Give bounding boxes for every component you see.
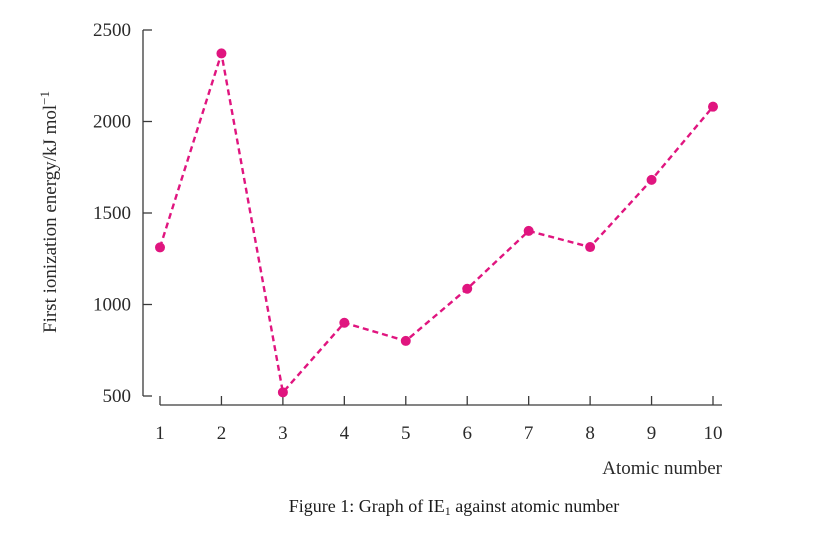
- x-tick-label: 4: [340, 423, 350, 444]
- data-point: [216, 48, 227, 59]
- data-point: [585, 242, 596, 253]
- x-tick-label: 7: [524, 423, 534, 444]
- y-axis-title: First ionization energy/kJ mol−1: [37, 91, 61, 333]
- y-tick-label: 2500: [93, 20, 131, 41]
- y-axis-title-unit: kJ mol: [40, 105, 61, 156]
- y-axis-title-main: First ionization energy/: [40, 155, 61, 333]
- figure-caption-text-end: against atomic number: [450, 496, 620, 516]
- y-tick-label: 2000: [93, 112, 131, 133]
- x-tick-label: 3: [278, 423, 288, 444]
- figure-caption-text: Figure 1: Graph of IE: [288, 496, 445, 516]
- series-layer: [155, 48, 718, 398]
- figure-caption: Figure 1: Graph of IE1 against atomic nu…: [0, 496, 814, 519]
- x-tick-label: 5: [401, 423, 411, 444]
- x-tick-label: 6: [462, 423, 472, 444]
- data-point: [400, 335, 411, 346]
- y-tick-label: 1000: [93, 295, 131, 316]
- y-tick-label: 500: [103, 386, 132, 407]
- data-point: [462, 283, 473, 294]
- y-axis-title-unit-superscript: −1: [37, 91, 52, 105]
- x-tick-label: 2: [217, 423, 227, 444]
- x-tick-label: 1: [155, 423, 165, 444]
- x-tick-label: 8: [585, 423, 595, 444]
- data-point: [708, 101, 718, 112]
- data-point: [523, 225, 534, 236]
- x-tick-label: 10: [704, 423, 723, 444]
- data-point: [646, 174, 657, 185]
- axes: 500 1000 1500 2000 2500 1 2 3 4 5 6 7 8 9 10: [93, 20, 723, 444]
- data-point: [277, 387, 288, 398]
- data-point: [155, 242, 165, 253]
- data-point: [339, 317, 350, 328]
- figure-caption-subscript: 1: [444, 504, 451, 518]
- x-axis-title: Atomic number: [602, 458, 722, 479]
- x-tick-label: 9: [647, 423, 657, 444]
- y-tick-label: 1500: [93, 203, 131, 224]
- series-line: [158, 53, 714, 395]
